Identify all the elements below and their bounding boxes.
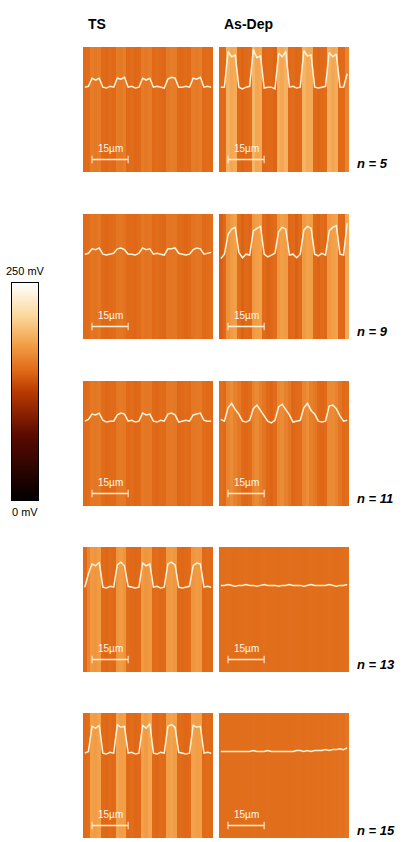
- svg-text:15µm: 15µm: [234, 477, 259, 488]
- svg-text:n = 9: n = 9: [357, 324, 388, 339]
- svg-text:n = 15: n = 15: [357, 823, 395, 838]
- svg-text:15µm: 15µm: [98, 643, 123, 654]
- svg-text:250 mV: 250 mV: [6, 265, 45, 277]
- svg-text:15µm: 15µm: [234, 143, 259, 154]
- svg-text:TS: TS: [88, 16, 106, 32]
- svg-text:0 mV: 0 mV: [12, 506, 38, 518]
- svg-text:15µm: 15µm: [98, 143, 123, 154]
- svg-text:As-Dep: As-Dep: [224, 16, 273, 32]
- svg-text:n = 13: n = 13: [357, 657, 395, 672]
- svg-text:15µm: 15µm: [98, 477, 123, 488]
- svg-text:15µm: 15µm: [98, 310, 123, 321]
- svg-text:n = 5: n = 5: [357, 156, 388, 171]
- svg-text:15µm: 15µm: [234, 809, 259, 820]
- svg-text:15µm: 15µm: [98, 809, 123, 820]
- svg-text:15µm: 15µm: [234, 310, 259, 321]
- svg-text:15µm: 15µm: [234, 643, 259, 654]
- svg-text:n = 11: n = 11: [357, 491, 393, 506]
